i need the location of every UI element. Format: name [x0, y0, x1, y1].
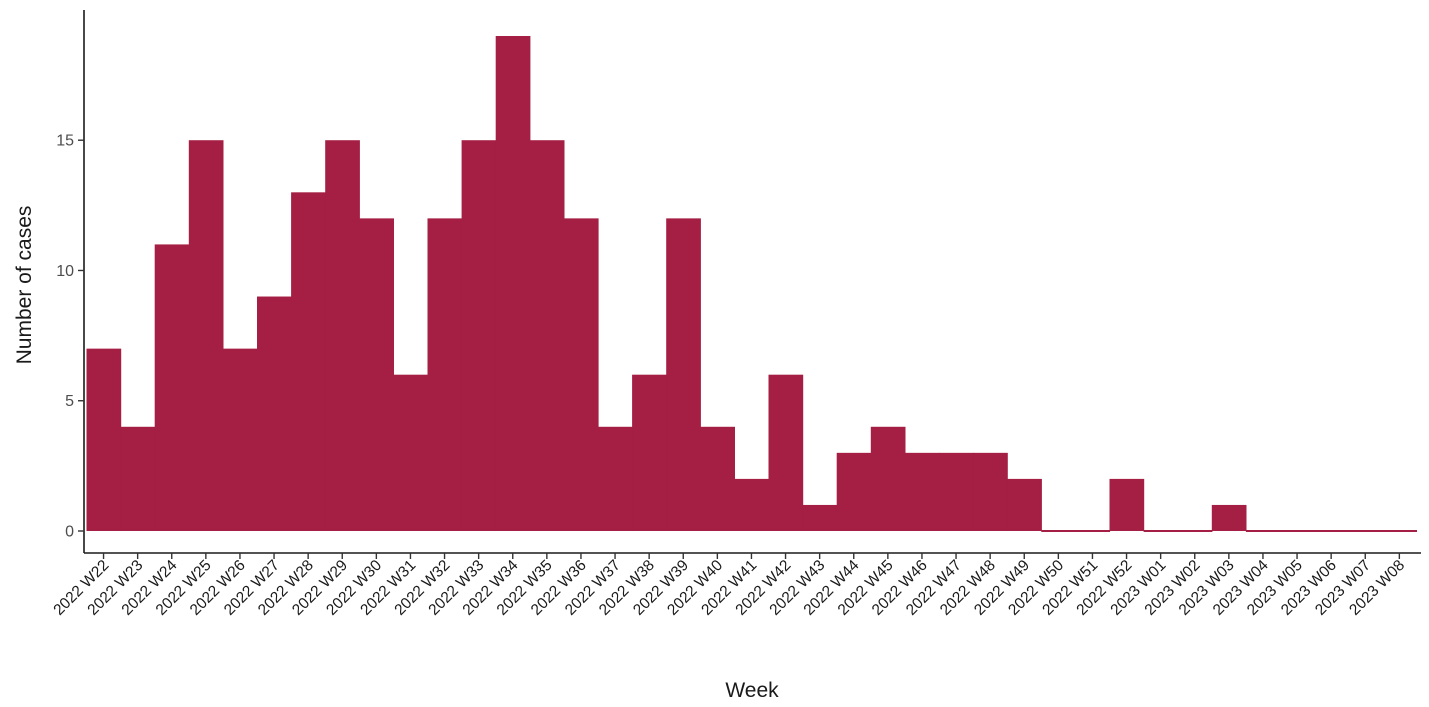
bar-2022-w38: [632, 374, 667, 531]
bar-2023-w08: [1382, 530, 1417, 532]
bar-2023-w04: [1245, 530, 1281, 532]
bar-2023-w01: [1143, 530, 1179, 532]
x-axis-title: Week: [725, 679, 779, 702]
bar-2022-w28: [291, 192, 326, 531]
bar-2022-w47: [939, 452, 974, 531]
bar-2022-w48: [973, 452, 1008, 531]
bar-2022-w27: [257, 296, 292, 531]
bar-2022-w35: [529, 140, 565, 532]
bar-2022-w22: [86, 348, 122, 531]
bar-2022-w43: [802, 504, 838, 531]
bar-2022-w42: [768, 374, 804, 531]
bar-2022-w40: [700, 426, 735, 531]
y-tick-label: 10: [56, 263, 74, 280]
bar-2022-w30: [359, 218, 394, 532]
y-tick-label: 5: [65, 393, 74, 410]
bar-2022-w29: [325, 140, 360, 532]
bar-2022-w26: [222, 348, 258, 531]
bar-2022-w46: [904, 452, 940, 531]
bar-2022-w37: [598, 426, 633, 531]
bar-2023-w02: [1177, 530, 1213, 532]
bar-2022-w24: [154, 244, 190, 531]
bars-group: [86, 36, 1417, 532]
bar-2022-w50: [1041, 530, 1076, 532]
bar-2023-w06: [1314, 530, 1349, 532]
bar-2023-w07: [1348, 530, 1383, 532]
bar-2022-w33: [461, 140, 497, 532]
bar-2022-w44: [836, 452, 872, 531]
y-axis: 0 5 10 15: [56, 10, 85, 553]
bar-2022-w45: [870, 426, 906, 531]
bar-2022-w51: [1075, 530, 1111, 532]
bar-2022-w41: [734, 478, 770, 531]
bar-2022-w31: [393, 374, 429, 531]
bar-2023-w03: [1211, 504, 1247, 531]
bar-2022-w32: [427, 218, 463, 532]
bar-2022-w49: [1007, 478, 1042, 531]
bar-2022-w23: [120, 426, 156, 531]
bar-2023-w05: [1280, 530, 1315, 532]
bar-2022-w52: [1109, 478, 1145, 531]
y-tick-label: 0: [65, 524, 74, 541]
bar-2022-w25: [188, 140, 224, 532]
y-tick-label: 15: [56, 133, 74, 150]
bar-2022-w36: [563, 218, 599, 532]
y-axis-title: Number of cases: [13, 206, 36, 365]
bar-2022-w34: [495, 36, 531, 531]
bar-2022-w39: [666, 218, 701, 532]
